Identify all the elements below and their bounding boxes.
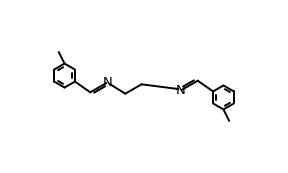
Text: N: N <box>103 76 112 89</box>
Text: N: N <box>176 84 185 97</box>
